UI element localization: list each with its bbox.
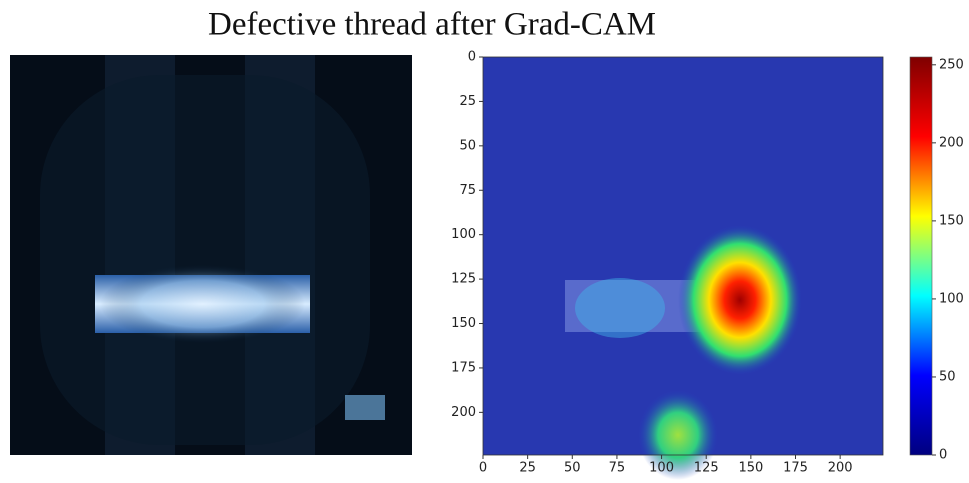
x-tick-label: 200	[828, 461, 853, 476]
colorbar-tick-label: 200	[939, 135, 964, 150]
colorbar	[909, 56, 933, 456]
plot-frame	[482, 56, 884, 456]
y-tick-label: 25	[459, 94, 476, 109]
heatmap-image	[483, 57, 883, 480]
colorbar-tick-label: 250	[939, 57, 964, 72]
x-tick-label: 25	[519, 461, 536, 476]
source-image	[10, 55, 412, 455]
x-tick-label: 175	[783, 461, 808, 476]
x-tick-label: 75	[609, 461, 626, 476]
colorbar-tick-label: 100	[939, 291, 964, 306]
x-tick-label: 100	[649, 461, 674, 476]
y-tick-label: 175	[451, 360, 476, 375]
y-tick-label: 75	[459, 183, 476, 198]
colorbar-tick-label: 0	[939, 448, 947, 463]
x-tick-label: 125	[694, 461, 719, 476]
y-tick-label: 200	[451, 405, 476, 420]
y-tick-label: 150	[451, 316, 476, 331]
colorbar-tick-label: 150	[939, 213, 964, 228]
y-tick-label: 50	[459, 138, 476, 153]
colorbar-tick-label: 50	[939, 369, 956, 384]
y-tick-label: 125	[451, 272, 476, 287]
x-tick-label: 50	[564, 461, 581, 476]
figure-title: Defective thread after Grad-CAM	[208, 7, 656, 43]
x-tick-label: 0	[479, 461, 487, 476]
x-tick-label: 150	[738, 461, 763, 476]
y-tick-label: 0	[468, 50, 476, 65]
y-tick-label: 100	[451, 227, 476, 242]
